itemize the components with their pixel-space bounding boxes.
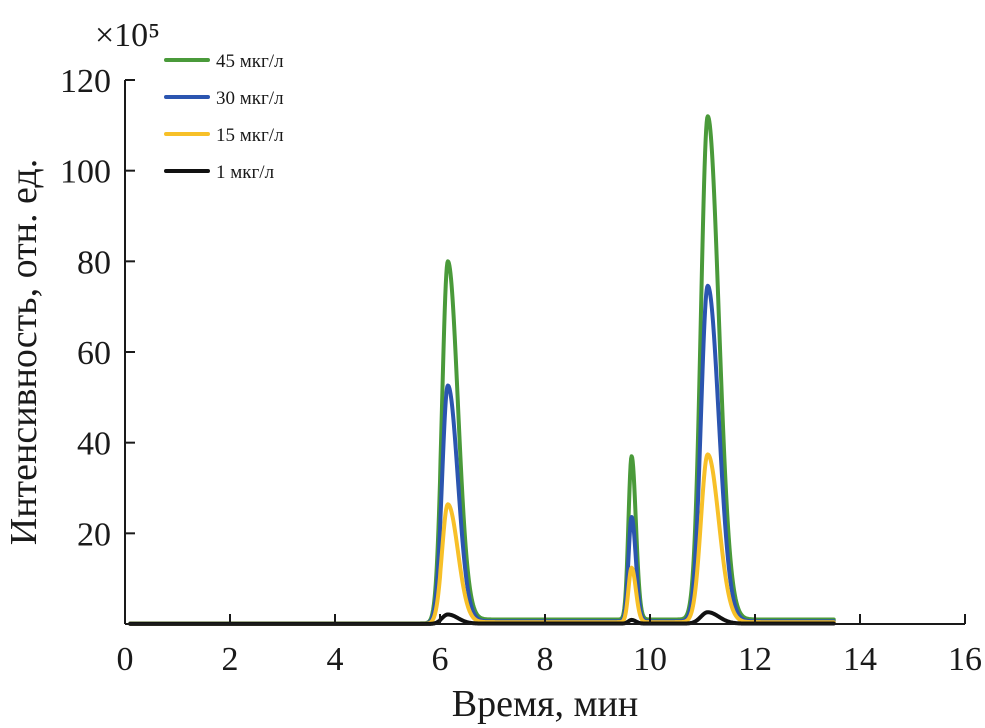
x-tick-label: 14 <box>843 641 877 678</box>
y-tick-label: 40 <box>77 426 111 463</box>
x-tick-label: 4 <box>327 641 344 678</box>
legend-label: 45 мкг/л <box>216 51 284 72</box>
y-axis-title: Интенсивность, отн. ед. <box>3 159 45 545</box>
x-tick-label: 6 <box>432 641 449 678</box>
legend-label: 1 мкг/л <box>216 162 275 183</box>
legend-label: 15 мкг/л <box>216 125 284 146</box>
legend: 45 мкг/л 30 мкг/л 15 мкг/л 1 мкг/л <box>164 51 284 183</box>
y-tick-label: 120 <box>60 63 111 100</box>
ticks-layer: 0 2 4 6 8 10 12 14 16 20 40 60 80 100 120 <box>60 63 982 678</box>
x-axis-title: Время, мин <box>452 683 638 725</box>
x-tick-label: 8 <box>537 641 554 678</box>
x-tick-label: 12 <box>738 641 772 678</box>
y-tick-label: 100 <box>60 154 111 191</box>
y-tick-label: 80 <box>77 244 111 281</box>
y-tick-label: 60 <box>77 335 111 372</box>
x-tick-label: 0 <box>117 641 134 678</box>
x-tick-label: 2 <box>222 641 239 678</box>
legend-label: 30 мкг/л <box>216 88 284 109</box>
series-line-30-мкг/л <box>128 283 836 626</box>
x-tick-label: 10 <box>633 641 667 678</box>
y-multiplier-label: ×10⁵ <box>95 17 160 54</box>
series-layer <box>128 114 836 626</box>
x-tick-label: 16 <box>948 641 982 678</box>
y-tick-label: 20 <box>77 516 111 553</box>
